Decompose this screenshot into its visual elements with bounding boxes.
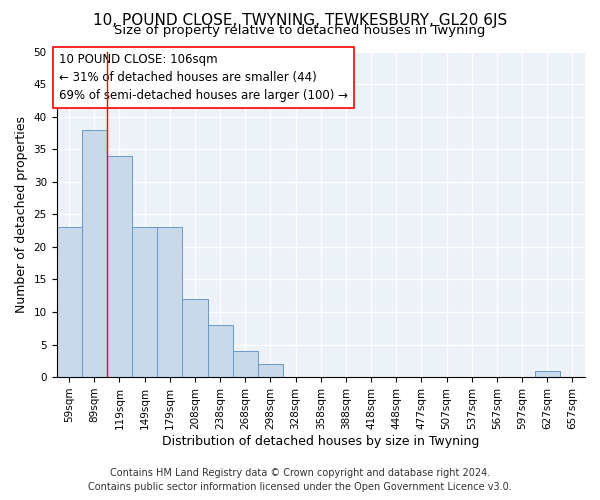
Bar (208, 325, 233, 377)
Bar (132, 228, 157, 377)
Bar (233, 351, 258, 377)
Text: Contains HM Land Registry data © Crown copyright and database right 2024.
Contai: Contains HM Land Registry data © Crown c… (88, 468, 512, 492)
Bar (56, 228, 82, 377)
Text: 10 POUND CLOSE: 106sqm
← 31% of detached houses are smaller (44)
69% of semi-det: 10 POUND CLOSE: 106sqm ← 31% of detached… (59, 53, 348, 102)
Bar (182, 299, 208, 377)
Y-axis label: Number of detached properties: Number of detached properties (15, 116, 28, 313)
Text: 10, POUND CLOSE, TWYNING, TEWKESBURY, GL20 6JS: 10, POUND CLOSE, TWYNING, TEWKESBURY, GL… (93, 12, 507, 28)
Bar (157, 228, 182, 377)
Bar (258, 364, 283, 377)
Bar (107, 156, 132, 377)
Text: Size of property relative to detached houses in Twyning: Size of property relative to detached ho… (115, 24, 485, 37)
Bar (82, 130, 107, 377)
Bar (535, 370, 560, 377)
X-axis label: Distribution of detached houses by size in Twyning: Distribution of detached houses by size … (162, 434, 479, 448)
